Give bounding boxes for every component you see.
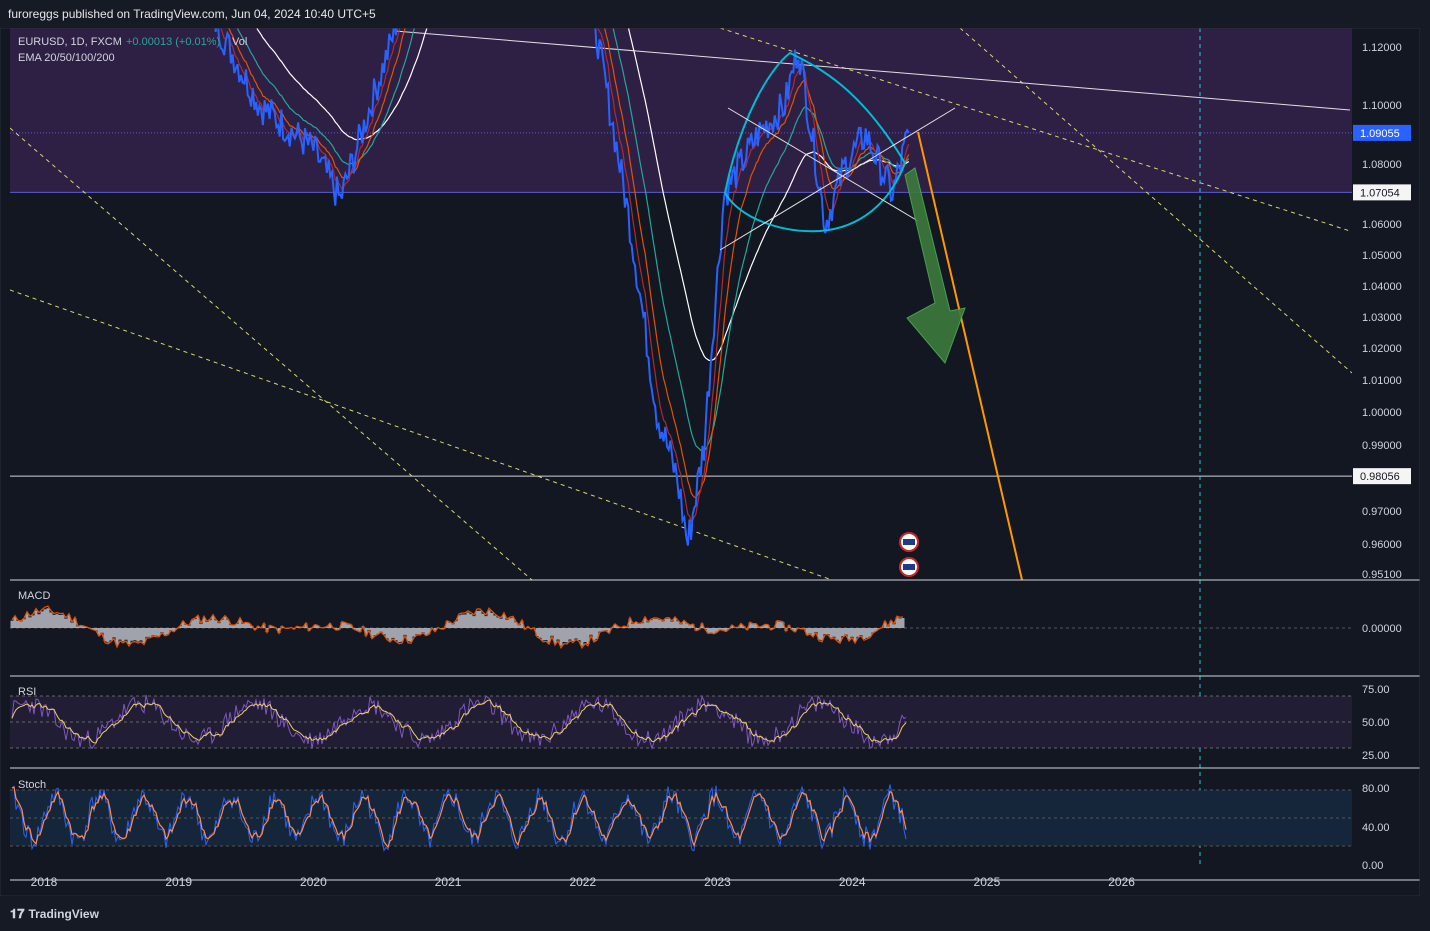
chart-area[interactable]: 1.12000 1.10000 1.08000 1.06000 1.05000 1.040… <box>0 27 1421 897</box>
macd-line <box>11 605 904 650</box>
y-tick-label: 1.12000 <box>1362 42 1402 54</box>
tradingview-logo[interactable]: 𝟏𝟕 TradingView <box>10 906 99 922</box>
us-event-flag-icon <box>903 564 915 570</box>
rsi-tick: 50.00 <box>1362 717 1390 729</box>
supply-zone <box>10 28 1352 193</box>
y-tick-label: 1.08000 <box>1362 159 1402 171</box>
legend-symbol: EURUSD, 1D, FXCM <box>18 36 122 48</box>
rsi-tick: 25.00 <box>1362 750 1390 762</box>
x-tick-label: 2023 <box>704 875 731 889</box>
ema20-line <box>220 28 910 523</box>
stoch-tick: 40.00 <box>1362 822 1390 834</box>
footer: 𝟏𝟕 TradingView <box>0 896 1430 931</box>
wedge-line-down <box>727 107 919 222</box>
x-tick-label: 2018 <box>31 875 58 889</box>
rsi-ma-line <box>11 699 907 744</box>
y-tick-label: 1.03000 <box>1362 312 1402 324</box>
price-label-box <box>1353 468 1411 485</box>
down-arrow-icon <box>904 167 966 364</box>
channel-line <box>719 28 1351 232</box>
y-tick-label: 1.02000 <box>1362 343 1402 355</box>
publish-header: furoreggs published on TradingView.com, … <box>0 0 1430 28</box>
ema50-line <box>226 28 910 499</box>
price-label: 0.98056 <box>1360 471 1400 483</box>
x-tick-label: 2021 <box>435 875 462 889</box>
macd-tick: 0.00000 <box>1362 623 1402 635</box>
rsi-label: RSI <box>18 686 36 698</box>
ema100-line <box>236 28 910 452</box>
publish-info: furoreggs published on TradingView.com, … <box>8 7 376 21</box>
y-tick-label: 1.01000 <box>1362 375 1402 387</box>
y-tick-label: 1.06000 <box>1362 219 1402 231</box>
y-tick-label: 0.99000 <box>1362 440 1402 452</box>
y-tick-label: 1.10000 <box>1362 100 1402 112</box>
price-label: 1.09055 <box>1360 128 1400 140</box>
stoch-d-line <box>11 786 907 849</box>
x-tick-label: 2026 <box>1108 875 1135 889</box>
y-tick-label: 1.05000 <box>1362 250 1402 262</box>
channel-line <box>10 127 533 580</box>
brand-name: TradingView <box>28 907 99 921</box>
y-tick-label: 0.95100 <box>1362 569 1402 581</box>
tv-logo-icon: 𝟏𝟕 <box>10 906 25 921</box>
channel-line <box>959 28 1352 374</box>
y-tick-label: 1.04000 <box>1362 281 1402 293</box>
main-panel <box>10 28 1352 580</box>
macd-label: MACD <box>18 590 50 602</box>
price-label-box <box>1353 184 1411 201</box>
legend-ema: EMA 20/50/100/200 <box>18 52 115 64</box>
rsi-tick: 75.00 <box>1362 684 1390 696</box>
stoch-tick: 0.00 <box>1362 860 1383 872</box>
price-label: 1.07054 <box>1360 187 1400 199</box>
stoch-k-line <box>11 784 907 852</box>
price-axis <box>1352 28 1420 868</box>
x-tick-label: 2025 <box>974 875 1001 889</box>
price-line <box>214 28 910 546</box>
upper-trendline <box>394 30 1351 111</box>
y-tick-label: 0.97000 <box>1362 506 1402 518</box>
x-tick-label: 2022 <box>569 875 596 889</box>
x-tick-label: 2020 <box>300 875 327 889</box>
ema200-line <box>256 28 910 362</box>
y-tick-label: 0.96000 <box>1362 539 1402 551</box>
projection-line <box>917 131 1023 580</box>
legend-vol: Vol <box>232 36 247 48</box>
stoch-label: Stoch <box>18 779 46 791</box>
us-event-flag-icon <box>903 539 915 545</box>
wedge-line-up <box>719 107 956 251</box>
x-tick-label: 2024 <box>839 875 866 889</box>
price-label-box <box>1353 124 1411 141</box>
chart-svg[interactable]: 1.12000 1.10000 1.08000 1.06000 1.05000 1.040… <box>0 27 1421 897</box>
legend-change: +0.00013 (+0.01%) <box>126 36 220 48</box>
rsi-line <box>11 694 907 750</box>
cyan-cycle-curve <box>723 51 907 233</box>
channel-line <box>10 289 833 580</box>
y-tick-label: 1.00000 <box>1362 407 1402 419</box>
x-tick-label: 2019 <box>165 875 192 889</box>
stoch-tick: 80.00 <box>1362 783 1390 795</box>
